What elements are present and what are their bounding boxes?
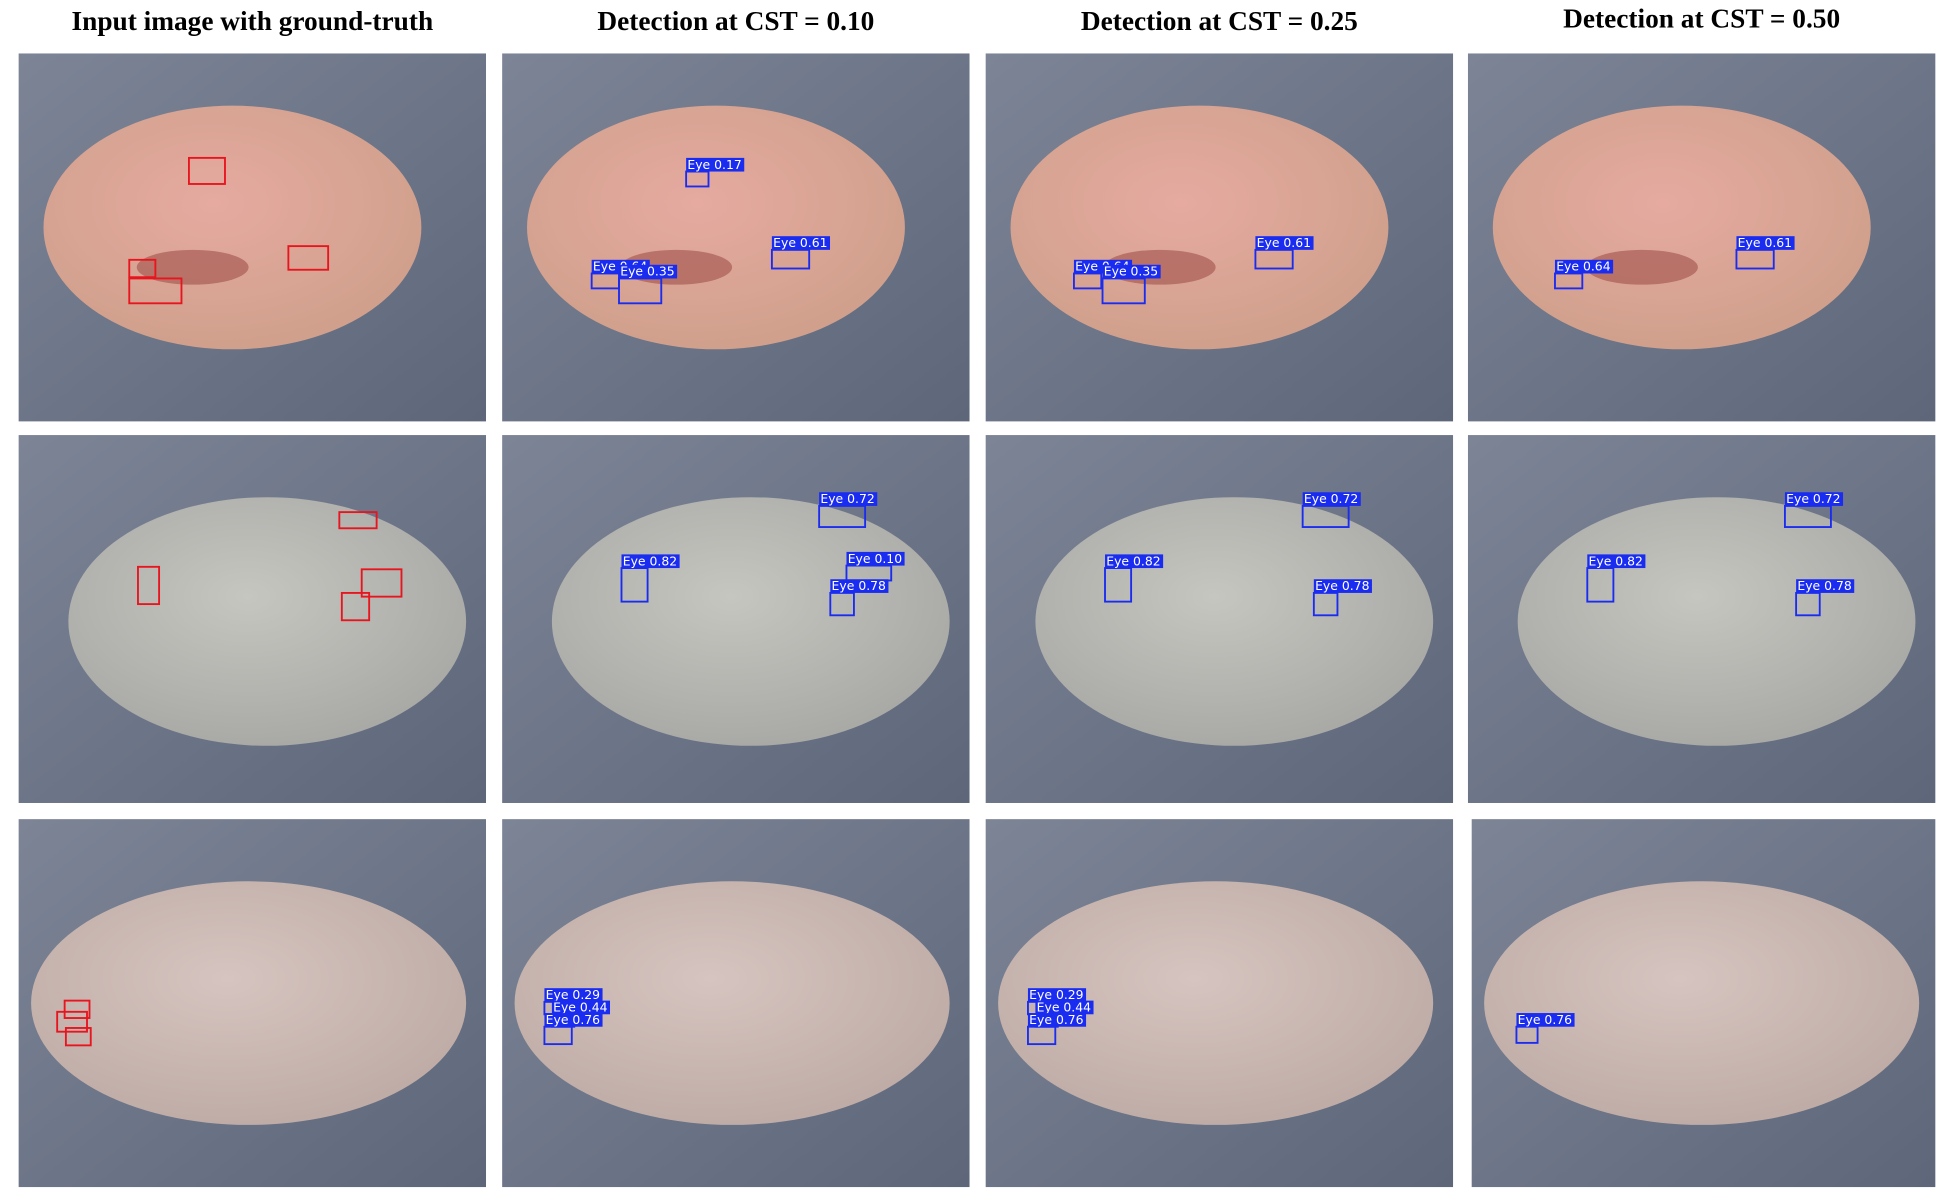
detection-label-bg — [686, 157, 745, 172]
detection-label-bg — [771, 236, 831, 250]
ground-truth-box — [64, 1027, 92, 1047]
image-panel — [18, 435, 487, 803]
detection-label: Eye 0.35 — [1104, 264, 1158, 279]
detection-label-bg — [830, 579, 889, 593]
detection-label-bg — [1027, 988, 1087, 1002]
detection-label: Eye 0.29 — [1029, 987, 1083, 1002]
detection-label: Eye 0.72 — [1304, 491, 1358, 506]
detection-label-bg — [1796, 579, 1855, 593]
detection-label: Eye 0.76 — [546, 1012, 600, 1027]
potato — [1492, 105, 1871, 350]
ground-truth-box — [360, 568, 403, 598]
detection-label-bg — [1736, 236, 1795, 250]
detection-label-bg — [551, 1000, 611, 1015]
detection-label: Eye 0.82 — [1589, 553, 1643, 568]
detection-label: Eye 0.78 — [1315, 578, 1369, 593]
potato — [998, 881, 1434, 1125]
column-title: Detection at CST = 0.25 — [1081, 6, 1358, 36]
image-panel: Eye 0.76 — [1471, 819, 1936, 1188]
potato — [68, 497, 467, 746]
column-title: Detection at CST = 0.10 — [597, 6, 874, 36]
detection-label-bg — [819, 492, 878, 506]
ground-truth-box — [340, 591, 371, 622]
detection-label-bg — [1587, 554, 1646, 569]
detection-label-bg — [1302, 492, 1361, 506]
column-title: Detection at CST = 0.50 — [1563, 3, 1840, 33]
ground-truth-box — [137, 565, 161, 606]
detection-label: Eye 0.61 — [773, 235, 827, 250]
detection-label: Eye 0.44 — [1037, 1000, 1091, 1015]
potato — [43, 105, 422, 350]
image-panel: Eye 0.82 Eye 0.72 Eye 0.78 — [985, 435, 1454, 803]
image-panel: Eye 0.64 Eye 0.61 — [1467, 53, 1936, 422]
ground-truth-box — [63, 999, 91, 1019]
detection-label-bg — [544, 988, 603, 1002]
detection-label: Eye 0.78 — [832, 578, 886, 593]
detection-label: Eye 0.82 — [623, 553, 677, 568]
detection-label-bg — [1516, 1013, 1575, 1027]
detection-label-bg — [1105, 554, 1164, 569]
detection-label: Eye 0.61 — [1257, 235, 1311, 250]
image-panel: Eye 0.82 Eye 0.72 Eye 0.10 Eye 0.78 — [502, 435, 970, 803]
detection-label-bg — [619, 264, 678, 279]
image-panel — [18, 819, 487, 1188]
potato — [527, 105, 905, 350]
potato — [1010, 105, 1389, 350]
bruise — [136, 249, 249, 285]
potato — [31, 881, 467, 1125]
detection-label: Eye 0.64 — [1556, 259, 1610, 274]
detection-label-bg — [1035, 1000, 1094, 1015]
potato — [1484, 881, 1920, 1125]
detection-label-bg — [846, 551, 905, 566]
ground-truth-box — [56, 1010, 88, 1033]
potato — [551, 497, 950, 746]
detection-label: Eye 0.35 — [620, 264, 674, 279]
detection-label-bg — [1554, 259, 1614, 274]
ground-truth-box — [338, 511, 378, 530]
bruise — [1586, 249, 1698, 285]
detection-label: Eye 0.10 — [848, 551, 902, 566]
detection-label: Eye 0.72 — [1786, 491, 1840, 506]
detection-label: Eye 0.72 — [820, 491, 874, 506]
detection-label: Eye 0.29 — [546, 987, 600, 1002]
image-panel — [18, 53, 487, 422]
ground-truth-box — [128, 258, 157, 279]
detection-label-bg — [1102, 264, 1161, 279]
ground-truth-box — [188, 156, 226, 185]
detection-label-bg — [544, 1013, 603, 1027]
detection-label: Eye 0.61 — [1738, 235, 1792, 250]
image-panel: Eye 0.82 Eye 0.72 Eye 0.78 — [1467, 435, 1936, 803]
potato — [514, 881, 950, 1125]
detection-label: Eye 0.76 — [1029, 1012, 1083, 1027]
detection-label-bg — [1255, 236, 1314, 250]
detection-label-bg — [1313, 579, 1372, 593]
potato — [1035, 497, 1434, 746]
detection-label: Eye 0.76 — [1518, 1012, 1572, 1027]
detection-label-bg — [1784, 492, 1844, 506]
detection-label-bg — [621, 554, 680, 569]
detection-label: Eye 0.78 — [1797, 578, 1851, 593]
potato — [1517, 497, 1916, 746]
detection-label: Eye 0.17 — [687, 157, 741, 172]
column-title: Input image with ground-truth — [71, 6, 433, 36]
ground-truth-box — [128, 277, 183, 305]
detection-label-bg — [1027, 1013, 1087, 1027]
ground-truth-box — [287, 245, 330, 271]
detection-label: Eye 0.44 — [553, 1000, 607, 1015]
detection-label: Eye 0.82 — [1106, 553, 1160, 568]
